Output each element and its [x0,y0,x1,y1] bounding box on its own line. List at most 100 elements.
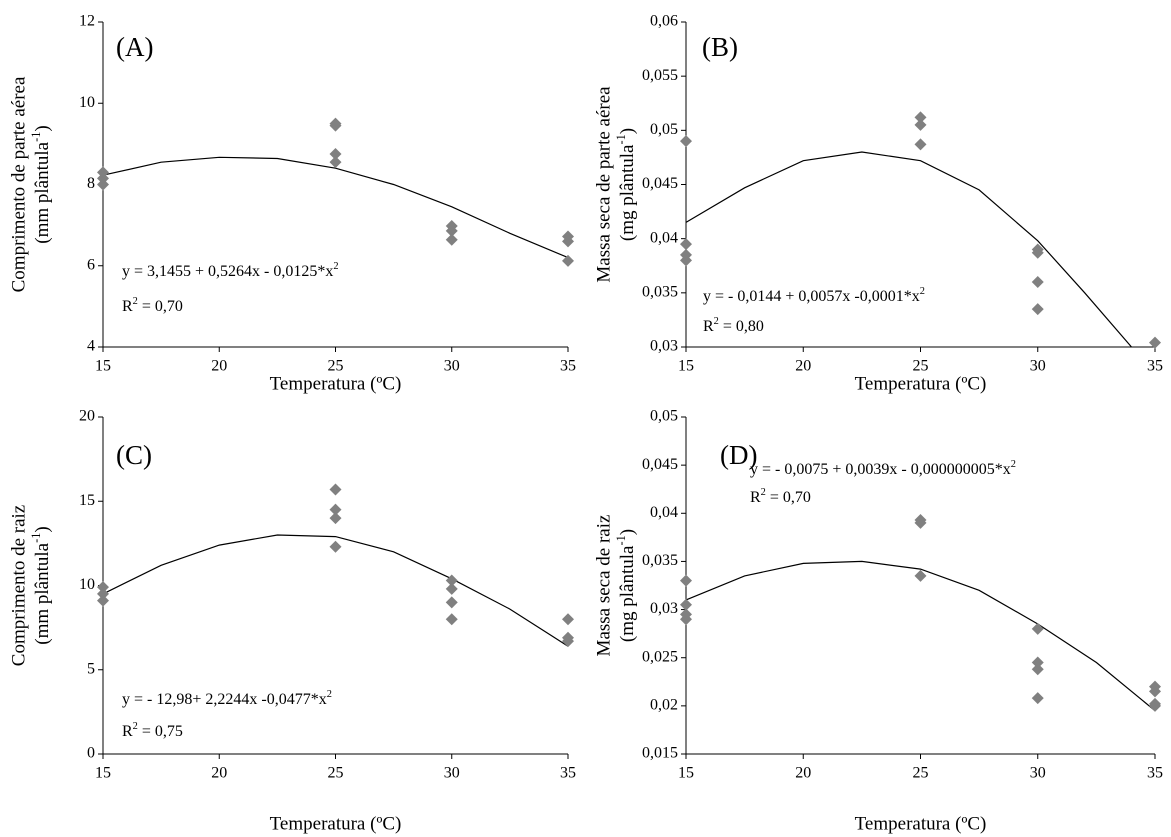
data-point [1031,622,1044,635]
data-point [680,574,692,587]
panel-label: (C) [116,440,152,470]
y-axis-unit: (mg plântula-1) [614,529,639,642]
x-tick-label: 35 [560,358,576,375]
y-tick-label: 15 [79,492,95,509]
data-point [97,587,109,600]
y-tick-label: 0 [87,745,95,762]
r-squared-part: 2 [133,721,138,732]
y-axis-unit-part: -1 [29,132,43,142]
data-point [1031,246,1044,259]
y-axis-unit-part: ) [32,125,53,131]
x-axis-title: Temperatura (ºC) [855,813,987,834]
data-point [914,111,927,124]
data-point [97,172,109,185]
data-point [445,613,458,626]
r-squared-part: R [122,723,133,740]
x-tick-label: 20 [211,358,227,375]
y-axis-unit: (mg plântula-1) [614,128,639,241]
x-tick-label: 25 [913,358,929,375]
data-point [914,516,927,529]
y-tick-label: 0,04 [650,229,678,246]
data-point [97,594,109,607]
y-tick-label: 0,045 [642,456,678,473]
y-axis-title: Massa seca de raiz [593,515,614,657]
r-squared: R2 = 0,75 [122,721,183,740]
data-point [1149,699,1161,712]
y-tick-label: 0,04 [650,504,678,521]
y-axis-unit-part: (mm plântula [32,542,53,644]
data-point [329,148,342,161]
y-axis-unit-part: (mg plântula [617,144,638,241]
x-tick-label: 35 [560,765,576,782]
data-point [97,581,109,594]
y-axis-unit-part: (mg plântula [617,545,638,642]
x-tick-label: 25 [328,765,344,782]
x-axis-title: Temperatura (ºC) [855,373,987,394]
data-point [1149,336,1161,349]
data-point [1149,685,1161,698]
y-axis-unit: (mm plântula-1) [29,125,54,243]
x-tick-label: 30 [444,358,460,375]
data-point [680,598,692,611]
y-tick-label: 10 [79,576,95,593]
data-point [1031,303,1044,316]
y-tick-label: 0,045 [642,175,678,192]
data-point [680,238,692,251]
y-tick-label: 4 [87,338,95,355]
y-tick-label: 0,02 [650,697,678,714]
y-tick-label: 5 [87,660,95,677]
r-squared-part: = 0,70 [138,298,183,315]
data-point [914,569,927,582]
y-tick-label: 20 [79,408,95,425]
equation-part: 2 [333,261,338,272]
y-axis-unit-part: -1 [614,134,628,144]
data-point [445,582,458,595]
data-point [329,503,342,516]
data-point [329,156,342,169]
x-tick-label: 15 [678,358,694,375]
data-point [914,118,927,131]
y-axis-unit-part: -1 [614,535,628,545]
data-point [445,224,458,237]
r-squared-part: = 0,80 [719,318,764,335]
data-point [445,233,458,246]
x-tick-label: 35 [1147,765,1163,782]
y-axis-unit-part: ) [32,526,53,532]
equation-part: 2 [920,286,925,297]
y-tick-label: 8 [87,175,95,192]
y-axis-title: Comprimento de raiz [8,505,29,666]
y-tick-label: 0,05 [650,121,678,138]
data-point [329,483,342,496]
equation-part: y = - 0,0075 + 0,0039x - 0,000000005*x [750,461,1011,478]
equation: y = - 0,0075 + 0,0039x - 0,000000005*x2 [750,459,1016,478]
data-point [1031,692,1044,705]
r-squared-part: R [703,318,714,335]
y-tick-label: 0,015 [642,745,678,762]
r-squared-part: R [750,489,761,506]
data-point [97,178,109,191]
y-tick-label: 0,025 [642,648,678,665]
equation-part: y = - 12,98+ 2,2244x -0,0477*x [122,691,327,708]
y-tick-label: 0,03 [650,600,678,617]
fit-curve [685,151,1132,348]
data-point [914,138,927,151]
panel: 0,03 0,035 0,04 0,045 0,05 0,055 0,06 15 20 25 30 3… [593,13,1163,395]
data-point [1031,663,1044,676]
y-axis-title: Comprimento de parte aérea [8,76,29,292]
r-squared-part: R [122,298,133,315]
y-axis-unit: (mm plântula-1) [29,526,54,644]
data-point [445,596,458,609]
r-squared-part: = 0,75 [138,723,183,740]
data-point [1031,276,1044,288]
y-axis-unit-part: (mm plântula [32,141,53,243]
x-axis-title: Temperatura (ºC) [270,373,402,394]
x-tick-label: 15 [95,358,111,375]
panel-label: (A) [116,32,153,62]
data-point [329,512,342,525]
x-tick-label: 30 [444,765,460,782]
panel-label: (D) [720,440,757,470]
data-point [562,635,574,648]
data-point [680,613,692,626]
y-tick-label: 0,06 [650,13,678,30]
data-point [329,540,342,553]
